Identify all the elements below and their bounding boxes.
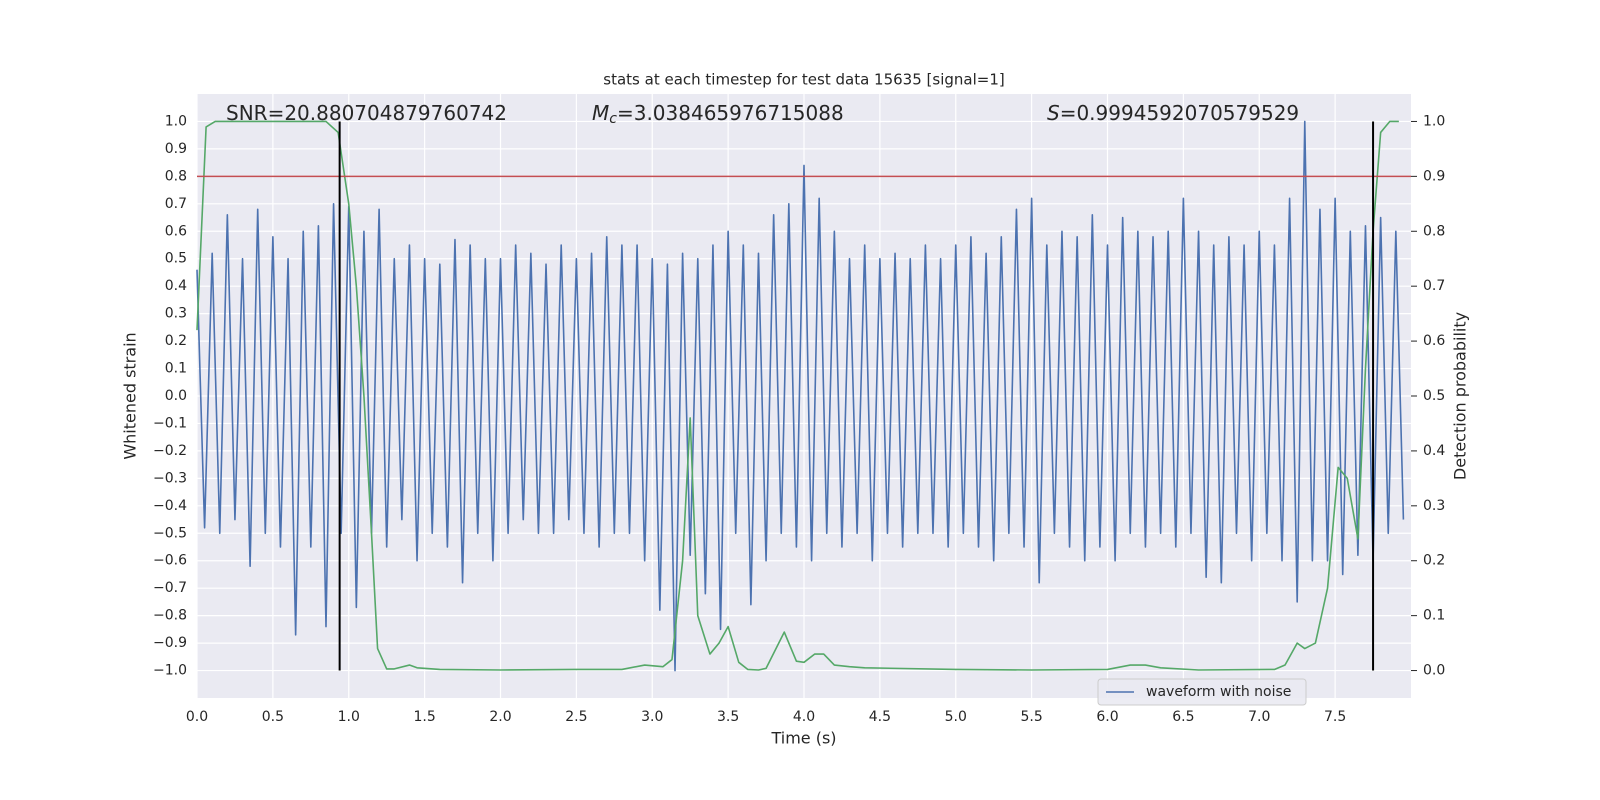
x-tick-label: 1.5	[413, 709, 435, 725]
y-tick-label: −0.3	[153, 470, 187, 486]
y-tick-label: −0.5	[153, 525, 187, 541]
x-tick-label: 0.0	[186, 709, 208, 725]
y2-tick-label: 0.7	[1423, 278, 1445, 294]
x-tick-label: 5.0	[945, 709, 967, 725]
y-tick-label: 0.4	[165, 278, 187, 294]
legend-label: waveform with noise	[1146, 684, 1291, 700]
annotation-symbol: M	[592, 101, 609, 125]
y-tick-label: −0.7	[153, 580, 187, 596]
probability-line	[196, 120, 1399, 671]
x-tick-label: 0.5	[262, 709, 284, 725]
x-tick-label: 6.0	[1096, 709, 1118, 725]
x-tick-label: 3.0	[641, 709, 663, 725]
y-tick-label: 0.9	[165, 141, 187, 157]
chart-title: stats at each timestep for test data 156…	[603, 71, 1004, 89]
x-tick-label: 1.0	[338, 709, 360, 725]
annotation-symbol: S	[1047, 101, 1060, 125]
y2-tick-label: 1.0	[1423, 113, 1445, 129]
x-tick-label: 2.5	[565, 709, 587, 725]
y2-tick-label: 0.2	[1423, 553, 1445, 569]
y2-tick-label: 0.3	[1423, 498, 1445, 514]
x-tick-label: 7.0	[1248, 709, 1270, 725]
y2-tick-label: 0.5	[1423, 388, 1445, 404]
y-tick-label: −0.1	[153, 415, 187, 431]
y-tick-label: 0.1	[165, 361, 187, 377]
annotation: SNR=20.880704879760742	[226, 101, 507, 125]
y2-tick-label: 0.9	[1423, 168, 1445, 184]
y2-tick-label: 0.6	[1423, 333, 1445, 349]
y-tick-label: 0.0	[165, 388, 187, 404]
x-axis-label: Time (s)	[770, 729, 836, 748]
y2-tick-label: 0.4	[1423, 443, 1445, 459]
annotation-subscript: c	[609, 111, 617, 127]
waveform-line	[196, 120, 1405, 672]
y-tick-label: 0.3	[165, 306, 187, 322]
annotation-value: =0.9994592070579529	[1060, 101, 1299, 125]
x-tick-label: 6.5	[1172, 709, 1194, 725]
x-tick-label: 4.0	[793, 709, 815, 725]
y-axis-label: Whitened strain	[121, 332, 140, 459]
x-tick-label: 5.5	[1020, 709, 1042, 725]
y-tick-label: 1.0	[165, 113, 187, 129]
y2-tick-label: 0.1	[1423, 608, 1445, 624]
y-tick-label: 0.8	[165, 168, 187, 184]
x-tick-label: 4.5	[869, 709, 891, 725]
x-tick-label: 3.5	[717, 709, 739, 725]
y-tick-label: 0.5	[165, 251, 187, 267]
y2-axis-label: Detection probability	[1451, 312, 1470, 480]
annotation: S=0.9994592070579529	[1047, 101, 1299, 125]
y-tick-label: 0.6	[165, 223, 187, 239]
y2-tick-label: 0.8	[1423, 223, 1445, 239]
y-tick-label: −0.9	[153, 635, 187, 651]
annotation-value: =3.038465976715088	[617, 101, 844, 125]
legend-box	[1097, 678, 1307, 706]
x-tick-label: 2.0	[489, 709, 511, 725]
y2-tick-label: 0.0	[1423, 663, 1445, 679]
annotation-value: =20.880704879760742	[268, 101, 507, 125]
x-tick-label: 7.5	[1324, 709, 1346, 725]
y-tick-label: 0.2	[165, 333, 187, 349]
annotation-symbol: SNR	[226, 101, 268, 125]
y-tick-label: −1.0	[153, 663, 187, 679]
annotation: Mc=3.038465976715088	[592, 101, 844, 128]
y-tick-label: 0.7	[165, 196, 187, 212]
y-tick-label: −0.8	[153, 608, 187, 624]
y-tick-label: −0.4	[153, 498, 187, 514]
y-tick-label: −0.6	[153, 553, 187, 569]
y-tick-label: −0.2	[153, 443, 187, 459]
